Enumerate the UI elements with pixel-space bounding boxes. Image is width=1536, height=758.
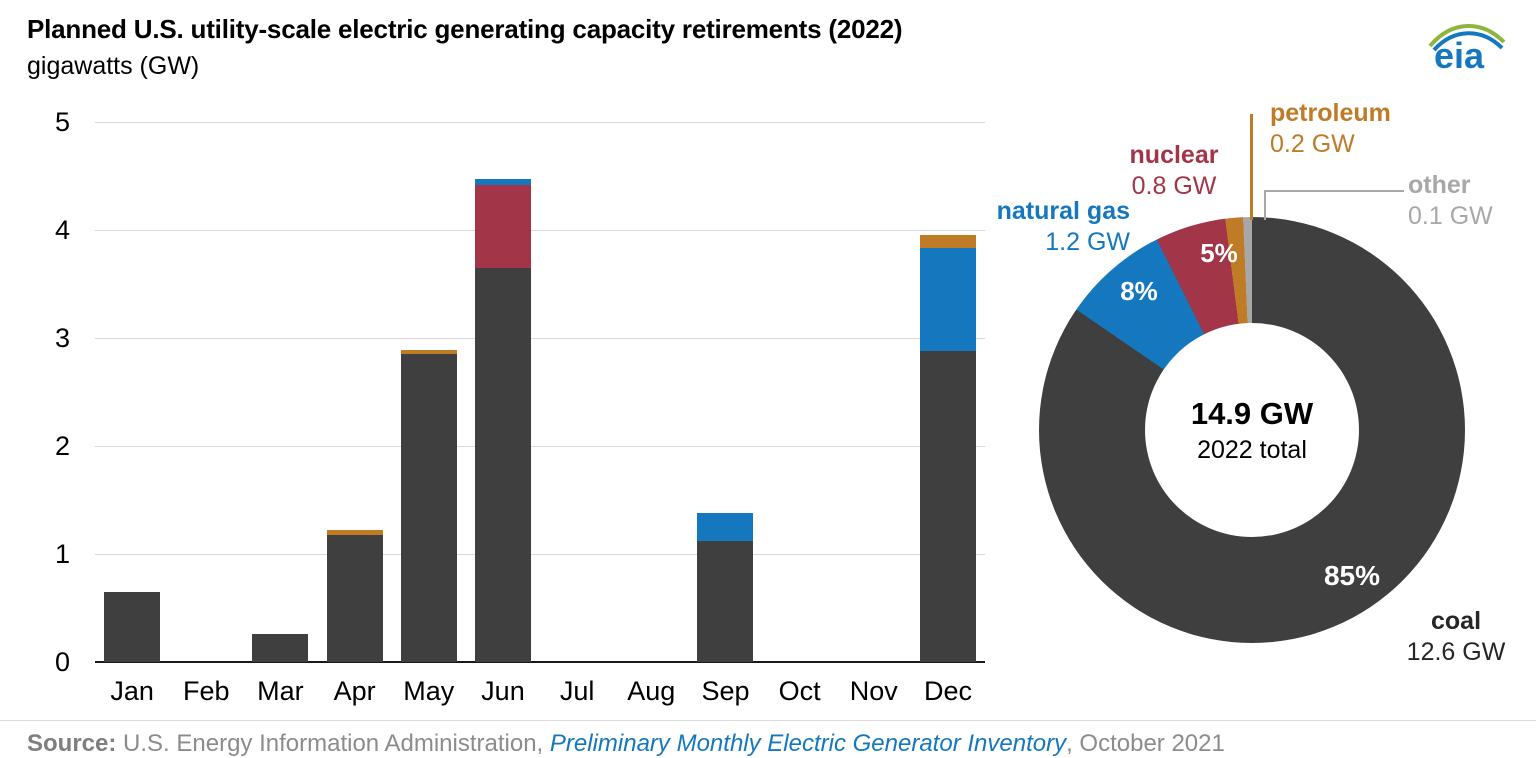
source-text: U.S. Energy Information Administration, bbox=[116, 730, 550, 757]
x-tick-label-may: May bbox=[403, 676, 455, 706]
bar-segment-petroleum-dec bbox=[919, 235, 976, 249]
x-axis-line bbox=[95, 661, 985, 663]
x-tick-label-oct: Oct bbox=[778, 676, 821, 706]
svg-text:eia: eia bbox=[1434, 35, 1485, 74]
bar-segment-coal-may bbox=[400, 354, 457, 662]
coal-value: 12.6 GW bbox=[1406, 638, 1506, 667]
other-leader-line-horizontal bbox=[1264, 190, 1404, 192]
source-label: Source: bbox=[27, 730, 117, 757]
petroleum-leader-line bbox=[1250, 114, 1253, 220]
x-tick-label-jul: Jul bbox=[559, 676, 595, 706]
bar-segment-coal-dec bbox=[919, 350, 976, 662]
y-tick-label-0: 0 bbox=[54, 647, 70, 677]
other-value: 0.1 GW bbox=[1408, 202, 1493, 231]
bar-segment-natural_gas-jun bbox=[474, 179, 531, 185]
bar-chart-y-axis: 0 1 2 3 4 5 bbox=[14, 109, 78, 676]
x-tick-label-aug: Aug bbox=[627, 676, 676, 706]
y-tick-label-2: 2 bbox=[54, 431, 70, 461]
nuclear-label: nuclear 0.8 GW bbox=[1100, 140, 1248, 203]
bar-segment-coal-jun bbox=[474, 267, 531, 662]
petroleum-name: petroleum bbox=[1270, 99, 1391, 127]
donut-center-label: 14.9 GW 2022 total bbox=[1039, 217, 1465, 643]
other-label: other 0.1 GW bbox=[1408, 170, 1528, 233]
bar-segment-coal-sep bbox=[697, 541, 754, 662]
bar-chart-plot-area bbox=[95, 122, 985, 663]
y-tick-label-4: 4 bbox=[54, 215, 70, 245]
other-name: other bbox=[1408, 171, 1471, 199]
bar-segment-natural_gas-sep bbox=[697, 512, 754, 542]
other-leader-line-vertical bbox=[1264, 190, 1266, 220]
coal-label: coal 12.6 GW bbox=[1394, 606, 1518, 669]
page-subtitle: gigawatts (GW) bbox=[27, 52, 200, 80]
page-title: Planned U.S. utility-scale electric gene… bbox=[27, 14, 903, 44]
bar-segment-coal-mar bbox=[252, 633, 309, 662]
donut-total: 14.9 GW bbox=[1190, 395, 1314, 431]
gridline-2 bbox=[95, 446, 985, 447]
bar-chart-x-axis: Jan Feb Mar Apr May Jun Jul Aug Sep Oct Nov Dec bbox=[95, 676, 985, 707]
eia-logo: eia bbox=[1428, 24, 1506, 74]
donut-total-sublabel: 2022 total bbox=[1197, 435, 1307, 464]
petroleum-label: petroleum 0.2 GW bbox=[1270, 98, 1440, 161]
bar-segment-coal-jan bbox=[104, 591, 161, 662]
source-suffix: , October 2021 bbox=[1066, 730, 1225, 757]
bar-segment-coal-apr bbox=[326, 534, 383, 662]
donut-hole bbox=[1145, 323, 1359, 537]
y-tick-label-5: 5 bbox=[54, 107, 70, 137]
bar-segment-nuclear-jun bbox=[474, 184, 531, 268]
x-tick-label-mar: Mar bbox=[257, 676, 304, 706]
x-tick-label-apr: Apr bbox=[333, 676, 376, 706]
gridline-4 bbox=[95, 230, 985, 231]
coal-name: coal bbox=[1430, 607, 1482, 635]
y-tick-label-1: 1 bbox=[54, 539, 70, 569]
x-tick-label-sep: Sep bbox=[701, 676, 750, 706]
x-tick-label-nov: Nov bbox=[849, 676, 898, 706]
bar-segment-petroleum-apr bbox=[326, 530, 383, 535]
gridline-3 bbox=[95, 338, 985, 339]
x-tick-label-dec: Dec bbox=[923, 676, 972, 706]
natural-gas-name: natural gas bbox=[996, 197, 1130, 225]
petroleum-value: 0.2 GW bbox=[1270, 130, 1355, 159]
natural-gas-label: natural gas 1.2 GW bbox=[930, 196, 1130, 259]
y-tick-label-3: 3 bbox=[54, 323, 70, 353]
coal-percent-label: 85% bbox=[1323, 560, 1381, 591]
gridline-5 bbox=[95, 122, 985, 123]
nuclear-value: 0.8 GW bbox=[1131, 172, 1217, 201]
source-note: Source: U.S. Energy Information Administ… bbox=[0, 720, 1536, 758]
bar-segment-petroleum-may bbox=[400, 349, 457, 355]
natural-gas-value: 1.2 GW bbox=[1045, 228, 1130, 257]
bar-segment-natural_gas-dec bbox=[919, 248, 976, 351]
x-tick-label-jan: Jan bbox=[110, 676, 154, 706]
x-tick-label-feb: Feb bbox=[182, 676, 230, 706]
nuclear-percent-label: 5% bbox=[1200, 238, 1238, 268]
x-tick-label-jun: Jun bbox=[481, 676, 525, 706]
gridline-1 bbox=[95, 554, 985, 555]
nuclear-name: nuclear bbox=[1129, 141, 1219, 169]
source-link[interactable]: Preliminary Monthly Electric Generator I… bbox=[549, 730, 1067, 757]
donut-chart: 14.9 GW 2022 total bbox=[1039, 217, 1465, 643]
natural-gas-percent-label: 8% bbox=[1120, 276, 1158, 306]
